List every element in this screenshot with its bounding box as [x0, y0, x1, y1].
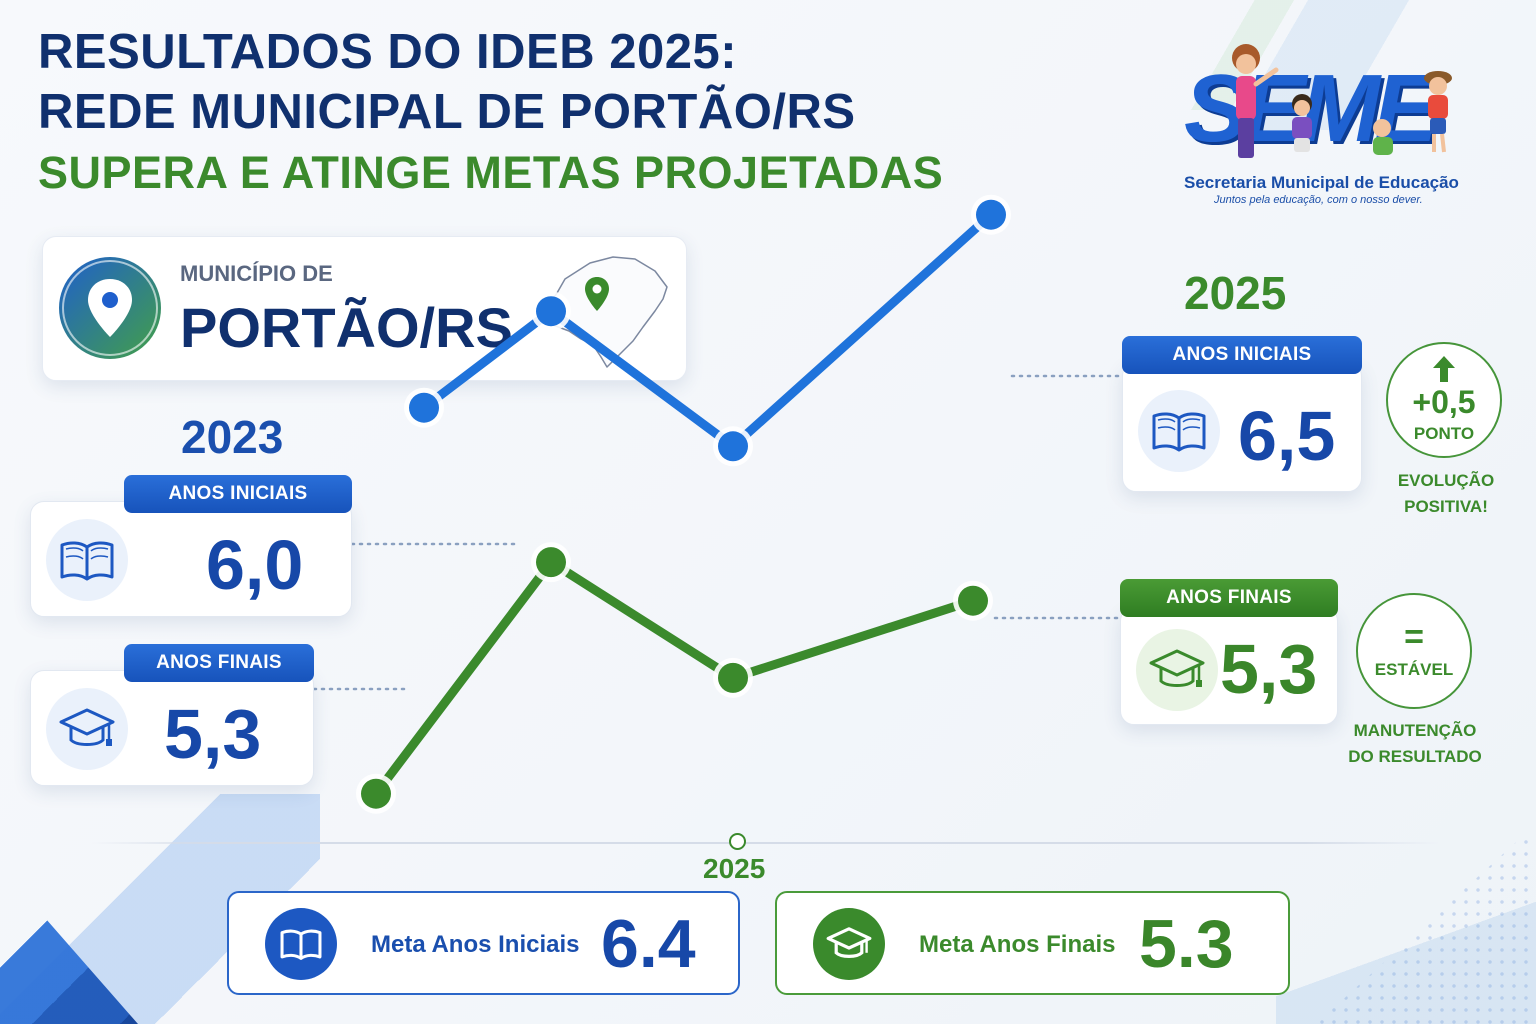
- title-line-3: SUPERA E ATINGE METAS PROJETADAS: [38, 147, 944, 198]
- stat-tag: ANOS FINAIS: [1120, 579, 1338, 617]
- data-point-anos-iniciais-3: [718, 431, 748, 462]
- book-icon: [1138, 390, 1220, 472]
- goal-label: Meta Anos Finais: [919, 931, 1116, 958]
- stat-value: 5,3: [1220, 630, 1318, 708]
- book-icon: [265, 908, 337, 980]
- goal-anos-finais: Meta Anos Finais 5.3: [775, 891, 1290, 995]
- stat-2025-anos-finais: ANOS FINAIS 5,3: [1120, 579, 1338, 725]
- series-line-anos-iniciais: [419, 210, 996, 451]
- stat-value: 6,5: [1238, 397, 1336, 475]
- baseline-marker: [729, 833, 746, 850]
- stat-2025-anos-iniciais: ANOS INICIAIS 6,5: [1122, 336, 1362, 492]
- caption-line: EVOLUÇÃO: [1397, 471, 1495, 490]
- page-title: RESULTADOS DO IDEB 2025: REDE MUNICIPAL …: [38, 25, 944, 198]
- data-point-anos-finais-2: [536, 547, 566, 578]
- municipality-caption: MUNICÍPIO DE: [180, 261, 333, 286]
- goal-value: 6.4: [601, 906, 696, 982]
- caption-line: DO RESULTADO: [1348, 747, 1482, 766]
- location-pin-icon: [57, 255, 163, 366]
- graduation-cap-icon: [813, 908, 885, 980]
- stat-value: 5,3: [164, 695, 262, 773]
- stable-caption: MANUTENÇÃO DO RESULTADO: [1340, 718, 1490, 770]
- title-line-1: RESULTADOS DO IDEB 2025:: [38, 25, 738, 79]
- municipality-card: MUNICÍPIO DE PORTÃO/RS: [42, 236, 687, 381]
- equals-icon: =: [1404, 618, 1424, 656]
- stable-text: ESTÁVEL: [1374, 660, 1454, 679]
- year-2025-label: 2025: [1184, 267, 1287, 319]
- goal-label: Meta Anos Iniciais: [371, 931, 580, 958]
- stat-tag: ANOS INICIAIS: [1122, 336, 1362, 374]
- year-2023-label: 2023: [181, 411, 284, 463]
- title-line-2: REDE MUNICIPAL DE PORTÃO/RS: [38, 85, 856, 139]
- data-point-anos-iniciais-1: [409, 392, 439, 423]
- increase-value: +0,5: [1412, 384, 1476, 420]
- graduation-cap-icon: [46, 688, 128, 770]
- increase-unit: PONTO: [1413, 424, 1475, 443]
- data-point-anos-finais-3: [718, 662, 748, 693]
- stat-tag: ANOS FINAIS: [124, 644, 314, 682]
- teacher-children-illustration: [1232, 44, 1452, 158]
- stat-tag: ANOS INICIAIS: [124, 475, 352, 513]
- book-icon: [46, 519, 128, 601]
- stat-2023-anos-iniciais: ANOS INICIAIS 6,0: [30, 475, 352, 617]
- goals-year-label: 2025: [703, 853, 766, 884]
- municipality-name: PORTÃO/RS: [180, 296, 513, 359]
- stable-badge: = ESTÁVEL: [1356, 593, 1472, 709]
- caption-line: POSITIVA!: [1404, 497, 1488, 516]
- data-point-anos-iniciais-4: [976, 199, 1006, 230]
- goal-value: 5.3: [1139, 906, 1234, 982]
- chart-baseline: [90, 842, 1440, 844]
- arrow-up-icon: [1433, 356, 1455, 382]
- stat-2023-anos-finais: ANOS FINAIS 5,3: [30, 644, 314, 786]
- logo-name: Secretaria Municipal de Educação: [1184, 173, 1459, 192]
- seme-logo: SEME Secretaria Municipal de Educação Ju…: [1176, 40, 1476, 215]
- stat-value: 6,0: [206, 526, 304, 604]
- increase-caption: EVOLUÇÃO POSITIVA!: [1384, 468, 1508, 520]
- logo-wordmark: SEME: [1184, 54, 1438, 164]
- series-line-anos-finais: [371, 557, 978, 799]
- logo-motto: Juntos pela educação, com o nosso dever.: [1214, 194, 1423, 206]
- data-point-anos-iniciais-2: [536, 296, 566, 327]
- goal-anos-iniciais: Meta Anos Iniciais 6.4: [227, 891, 740, 995]
- increase-badge: +0,5 PONTO: [1386, 342, 1502, 458]
- data-point-anos-finais-1: [361, 778, 391, 809]
- caption-line: MANUTENÇÃO: [1353, 721, 1477, 740]
- data-point-anos-finais-4: [958, 585, 988, 616]
- graduation-cap-icon: [1136, 629, 1218, 711]
